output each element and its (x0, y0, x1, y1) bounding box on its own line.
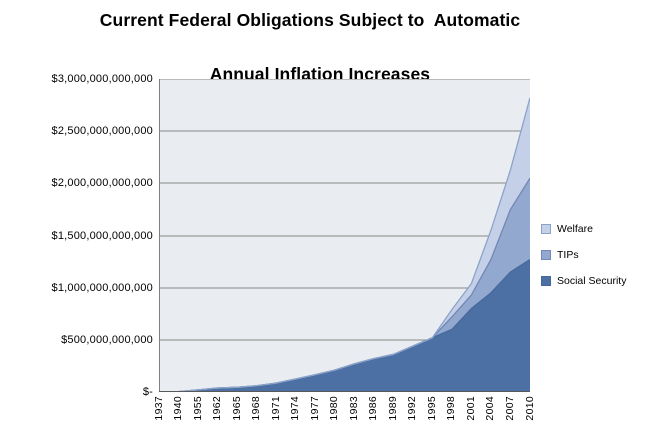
legend-label: Welfare (557, 223, 593, 235)
y-axis-tick-label: $2,000,000,000,000 (51, 177, 153, 190)
y-axis-tick-label: $1,000,000,000,000 (51, 281, 153, 294)
x-axis-tick-label: 2001 (464, 396, 477, 421)
legend-item-tips[interactable]: TIPs (541, 242, 626, 268)
legend-item-social-security[interactable]: Social Security (541, 268, 626, 294)
x-axis-tick-label: 1992 (406, 396, 419, 421)
x-axis-tick-label: 1998 (445, 396, 458, 421)
x-axis-tick-label: 1980 (328, 396, 341, 421)
x-axis-tick-label: 1962 (211, 396, 224, 421)
legend-swatch-icon (541, 250, 551, 260)
y-axis-tick-label: $- (142, 386, 153, 398)
legend-swatch-icon (541, 276, 551, 286)
x-axis-tick-label: 2004 (484, 396, 497, 421)
series-area-social-security (159, 259, 530, 392)
x-axis-tick-label: 1983 (347, 396, 360, 421)
legend-item-welfare[interactable]: Welfare (541, 216, 626, 242)
x-axis-tick-label: 1965 (230, 396, 243, 421)
x-axis-tick-label: 1937 (152, 396, 165, 421)
plot-area-svg (159, 79, 530, 392)
legend-swatch-icon (541, 224, 551, 234)
chart-title-line1: Current Federal Obligations Subject to A… (99, 10, 521, 30)
y-axis-tick-label: $2,500,000,000,000 (51, 125, 153, 138)
x-axis-tick-label: 1940 (172, 396, 185, 421)
y-axis-tick-label: $500,000,000,000 (61, 333, 153, 346)
x-axis-tick-label: 1955 (191, 396, 204, 421)
x-axis-tick-label: 2007 (503, 396, 516, 421)
series-edge-welfare (159, 97, 530, 392)
x-axis-tick-label: 1977 (308, 396, 321, 421)
x-axis-tick-label: 2010 (523, 396, 536, 421)
y-axis-tick-label: $1,500,000,000,000 (51, 229, 153, 242)
x-axis-tick-label: 1995 (425, 396, 438, 421)
legend-label: TIPs (557, 249, 579, 261)
legend: Welfare TIPs Social Security (541, 216, 626, 294)
x-axis-tick-label: 1968 (250, 396, 263, 421)
legend-label: Social Security (557, 275, 627, 287)
x-axis-tick-label: 1971 (269, 396, 282, 421)
x-axis-tick-label: 1974 (289, 396, 302, 421)
y-axis-tick-label: $3,000,000,000,000 (51, 73, 153, 85)
x-axis-tick-label: 1986 (367, 396, 380, 421)
x-axis-tick-label: 1989 (386, 396, 399, 421)
